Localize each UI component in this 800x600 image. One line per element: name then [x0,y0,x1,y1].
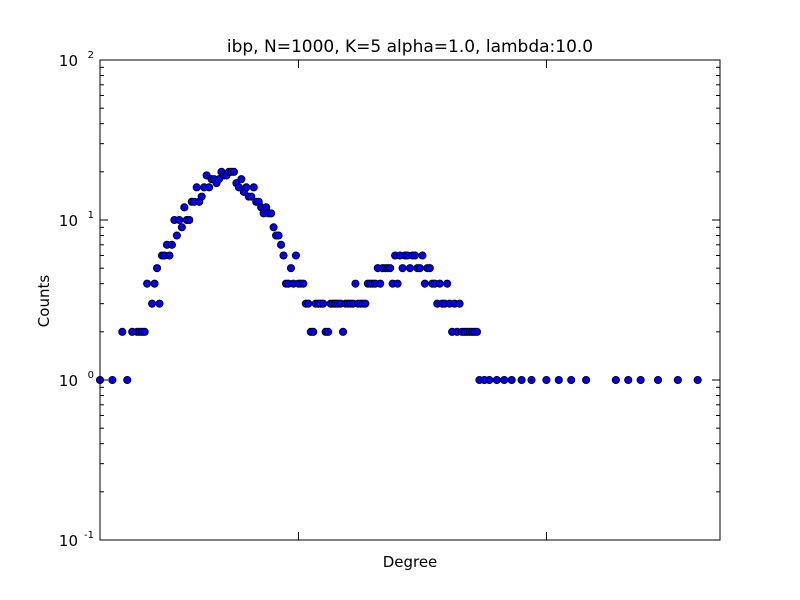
data-point [148,299,157,308]
y-tick-label: 10 [59,532,78,550]
data-point [276,240,286,249]
data-point [274,231,283,240]
data-point [269,223,278,232]
data-point [291,251,300,260]
axis-ticks [99,60,720,541]
y-tick-exponent: 0 [88,370,94,381]
data-point [361,299,370,308]
data-point [567,375,576,385]
data-point [279,251,288,260]
data-point [500,375,509,385]
data-point [167,240,176,249]
data-point [150,279,159,288]
data-point [405,264,415,273]
data-point [205,183,214,192]
data-point [420,279,429,288]
data-point [351,279,360,288]
data-point [152,264,162,273]
data-point [485,375,494,385]
data-point [472,327,482,336]
data-point [435,279,444,288]
data-point [418,251,427,260]
data-point [237,175,246,184]
data-point [197,192,206,201]
data-point [398,264,407,273]
data-point [140,327,149,336]
data-point [123,375,132,385]
y-tick-labels: 10 -1 10 0 10 1 10 2 [59,50,94,550]
chart-title: ibp, N=1000, K=5 alpha=1.0, lambda:10.0 [227,37,593,57]
y-tick-exponent: 2 [88,50,94,61]
data-point [673,375,682,385]
data-point [376,279,385,288]
data-point [582,375,591,385]
data-point [165,251,174,260]
y-axis-label: Counts [35,275,53,328]
data-point [267,209,276,218]
data-point [425,264,434,273]
data-point [108,375,117,385]
data-point [319,299,328,308]
data-point [324,327,333,336]
y-tick-label: 10 [59,372,78,390]
data-point [299,279,308,288]
data-point [492,375,501,385]
data-point [338,327,348,336]
data-point [286,264,296,273]
data-point [542,375,551,385]
data-point [242,183,251,192]
data-point [247,192,256,201]
data-point [517,375,526,385]
data-point [180,203,189,212]
data-point [304,299,313,308]
data-point [177,223,186,232]
data-point [192,183,201,192]
data-point [249,183,258,192]
data-point [611,375,620,385]
data-point [185,215,194,225]
data-points [95,167,702,385]
data-point [455,299,464,308]
data-point [507,375,516,385]
data-point [155,299,164,308]
data-point [653,375,663,385]
data-point [386,264,395,273]
data-point [143,279,152,288]
y-tick-label: 10 [59,212,78,230]
data-point [172,231,181,240]
data-point [393,279,402,288]
data-point [410,251,420,260]
data-point [636,375,645,385]
data-point [415,264,424,273]
data-point [229,167,238,176]
plot-frame [99,59,721,541]
data-point [527,375,536,385]
data-point [443,279,452,288]
data-point [693,375,702,385]
data-point [624,375,633,385]
x-axis-label: Degree [383,553,438,571]
data-point [118,327,127,336]
data-point [554,375,563,385]
data-point [175,215,184,225]
y-tick-exponent: 1 [88,210,94,221]
y-tick-label: 10 [59,52,78,70]
y-tick-exponent: -1 [84,530,94,541]
data-point [309,327,318,336]
